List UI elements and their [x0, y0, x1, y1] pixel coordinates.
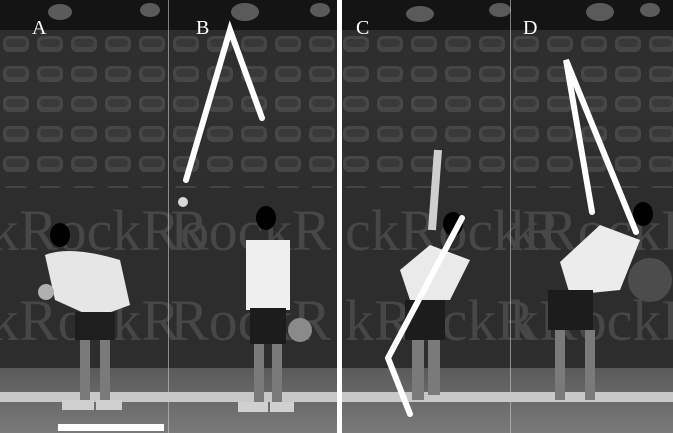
panel-label-c: C	[356, 17, 370, 39]
overlay-angle-c	[384, 215, 465, 417]
svg-text:kRockRo: kRockRo	[0, 198, 209, 263]
scale-bar	[58, 424, 164, 431]
panel-divider	[510, 0, 511, 433]
panel-label-d: D	[523, 17, 538, 39]
overlay-angle-d	[563, 58, 639, 235]
player-d	[548, 202, 672, 400]
panel-label-b: B	[196, 17, 210, 39]
overlay-angle-b	[183, 20, 265, 183]
panel-separator	[337, 0, 342, 433]
player-b	[178, 197, 312, 412]
panel-divider	[168, 0, 169, 433]
player-a	[38, 223, 130, 410]
panel-label-a: A	[32, 17, 47, 39]
segment-overlays	[183, 20, 639, 417]
